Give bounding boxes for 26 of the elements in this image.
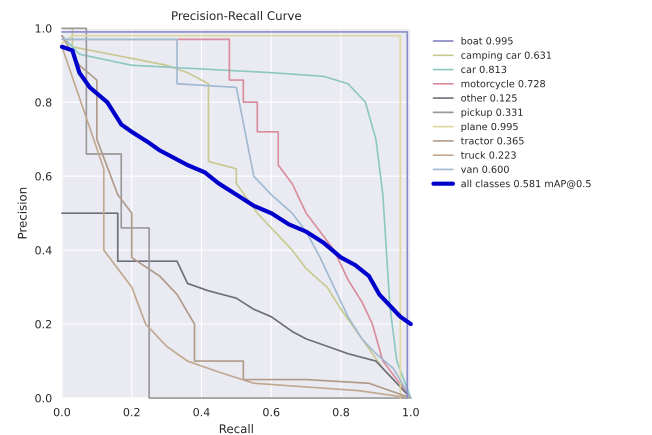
legend-label: all classes 0.581 mAP@0.5 [461,180,591,189]
y-axis-title: Precision [18,188,27,238]
x-tick-label: 0.0 [54,408,70,416]
x-tick-label: 1.0 [403,408,419,416]
x-tick-label: 0.2 [124,408,140,416]
legend-label: van 0.600 [460,166,509,173]
x-tick-label: 0.8 [332,408,350,416]
x-axis-title: Recall [220,424,253,434]
x-tick-label: 0.6 [263,408,280,416]
x-tick-label: 0.4 [193,408,210,416]
legend-label: motorcycle 0.728 [462,80,546,90]
legend-label: camping car 0.631 [461,51,552,61]
legend-label: car 0.813 [461,66,506,74]
legend-label: boat 0.995 [462,37,513,45]
legend-label: plane 0.995 [462,122,518,132]
y-tick-label: 0.4 [35,246,52,255]
y-tick-label: 0.6 [35,172,52,181]
legend-label: pickup 0.331 [462,108,523,118]
y-tick-label: 0.8 [35,98,52,107]
legend-label: other 0.125 [461,94,517,102]
chart-title: Precision-Recall Curve [172,10,302,20]
y-tick-label: 1.0 [36,24,52,33]
legend-label: tractor 0.365 [460,137,524,144]
y-tick-label: 0.0 [35,394,52,402]
y-tick-label: 0.2 [35,320,52,328]
legend-label: truck 0.223 [460,151,516,159]
